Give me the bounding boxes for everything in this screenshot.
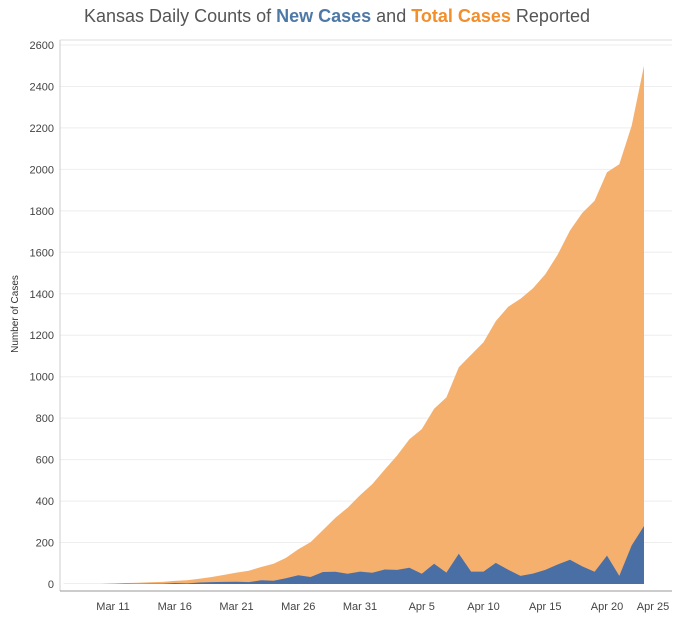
title-text-1: Kansas Daily Counts of — [84, 6, 277, 26]
x-tick-label: Apr 5 — [409, 601, 435, 613]
y-tick-label: 1000 — [30, 372, 54, 384]
y-axis-ticks: 0 200 400 600 800 1000 1200 1400 1600 1800 2000 220… — [30, 40, 54, 591]
x-tick-label: Mar 31 — [343, 601, 377, 613]
gridlines — [60, 44, 672, 544]
x-tick-label: Apr 20 — [591, 601, 623, 613]
x-tick-label: Mar 26 — [281, 601, 315, 613]
area-chart: 0 200 400 600 800 1000 1200 1400 1600 1800 2000 220… — [10, 39, 672, 613]
x-tick-label: Apr 25 — [637, 601, 669, 613]
x-tick-label: Apr 15 — [529, 601, 561, 613]
y-tick-label: 400 — [36, 496, 54, 508]
title-text-3: Reported — [510, 6, 590, 26]
new-cases-area — [63, 526, 645, 584]
y-tick-label: 800 — [36, 413, 54, 425]
y-tick-label: 2000 — [30, 164, 54, 176]
y-tick-label: 1600 — [30, 247, 54, 259]
chart-title: Kansas Daily Counts of New Cases and Tot… — [0, 6, 674, 27]
y-axis-label: Number of Cases — [10, 275, 21, 353]
title-total-cases: Total Cases — [411, 6, 511, 26]
y-tick-label: 0 — [48, 579, 54, 591]
total-cases-area — [63, 65, 645, 584]
x-tick-label: Mar 16 — [158, 601, 192, 613]
y-tick-label: 1400 — [30, 289, 54, 301]
y-tick-label: 1800 — [30, 206, 54, 218]
y-tick-label: 200 — [36, 538, 54, 550]
x-axis-ticks: Mar 11 Mar 16 Mar 21 Mar 26 Mar 31 Apr 5 Apr 1… — [96, 601, 669, 613]
title-new-cases: New Cases — [276, 6, 372, 26]
series-areas — [63, 65, 645, 584]
y-tick-label: 2600 — [30, 40, 54, 52]
axes — [59, 39, 672, 592]
y-tick-label: 1200 — [30, 330, 54, 342]
title-text-2: and — [371, 6, 412, 26]
y-tick-label: 600 — [36, 455, 54, 467]
y-tick-label: 2400 — [30, 81, 54, 93]
x-tick-label: Mar 21 — [219, 601, 253, 613]
y-tick-label: 2200 — [30, 123, 54, 135]
x-tick-label: Mar 11 — [96, 601, 129, 613]
x-tick-label: Apr 10 — [467, 601, 499, 613]
